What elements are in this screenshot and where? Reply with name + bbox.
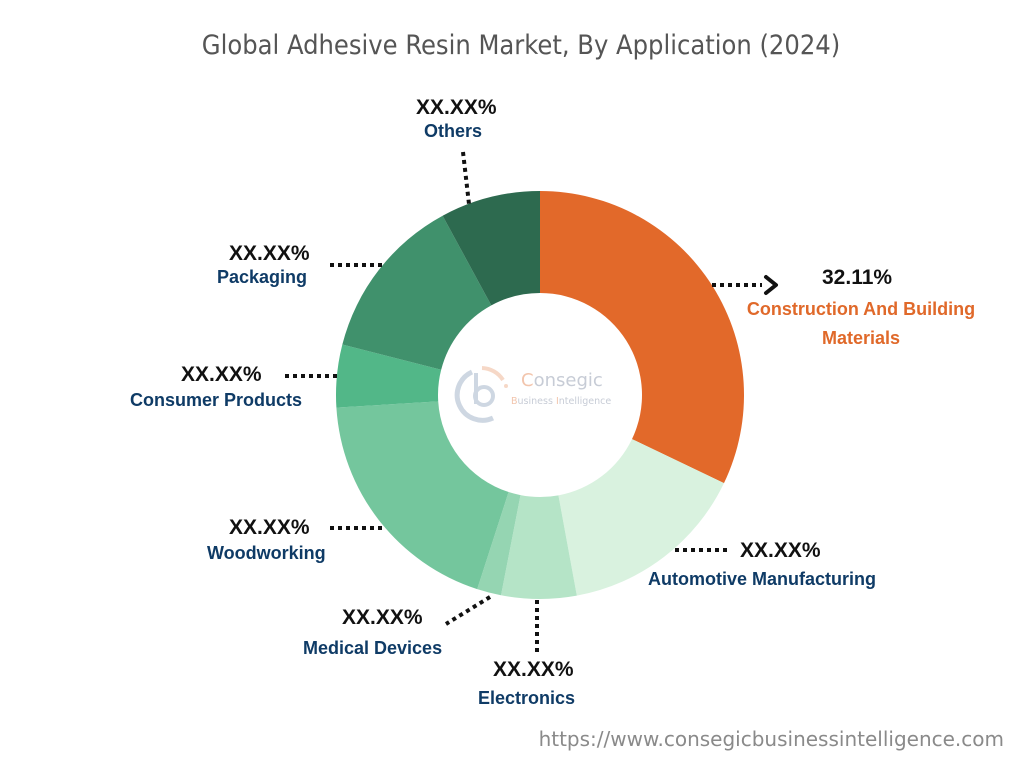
label-pct-automotive: XX.XX% xyxy=(740,539,821,562)
logo-text-ntelligence: ntelligence xyxy=(558,396,612,407)
label-name-automotive: Automotive Manufacturing xyxy=(648,569,876,589)
leader-line-others xyxy=(461,151,471,205)
label-name-packaging: Packaging xyxy=(217,267,308,287)
label-name-woodworking: Woodworking xyxy=(207,543,326,563)
slice-automotive-manufacturing xyxy=(558,439,724,596)
slice-construction-and-building-materials xyxy=(540,191,744,484)
leader-lines xyxy=(285,151,762,652)
source-url: https://www.consegicbusinessintelligence… xyxy=(538,727,1004,751)
arrow-right-icon xyxy=(764,275,778,295)
logo-letter-c: C xyxy=(521,370,534,391)
label-name-construction: Construction And Building Materials xyxy=(731,299,991,349)
label-pct-electronics: XX.XX% xyxy=(493,658,574,681)
slice-woodworking xyxy=(336,401,509,590)
label-name-electronics: Electronics xyxy=(478,688,576,708)
label-name-others: Others xyxy=(424,121,483,141)
slice-electronics xyxy=(501,495,577,599)
label-pct-packaging: XX.XX% xyxy=(229,242,310,265)
label-pct-medical: XX.XX% xyxy=(342,606,423,629)
leader-line-medical xyxy=(444,595,492,626)
label-pct-consumer: XX.XX% xyxy=(181,363,262,386)
label-name-consumer: Consumer Products xyxy=(130,390,303,410)
label-pct-woodworking: XX.XX% xyxy=(229,516,310,539)
label-pct-others: XX.XX% xyxy=(416,96,497,119)
logo-text-rest: onsegic xyxy=(533,370,603,391)
slice-packaging xyxy=(342,215,492,370)
logo-text-usiness: usiness xyxy=(517,396,556,407)
chart-title: Global Adhesive Resin Market, By Applica… xyxy=(201,30,841,61)
donut-slices xyxy=(335,191,744,599)
label-name-construction-line1: Construction And Building xyxy=(746,299,976,319)
consegic-logo-icon xyxy=(454,366,508,423)
label-name-construction-line2: Materials xyxy=(821,328,901,348)
logo-tagline: Business Intelligence xyxy=(511,396,611,407)
logo-wordmark: Consegic xyxy=(521,370,603,391)
logo-letter-i: I xyxy=(555,396,559,407)
slice-others xyxy=(442,191,540,306)
label-pct-construction: 32.11% xyxy=(822,266,893,289)
slice-consumer-products xyxy=(335,344,442,408)
logo-letter-b: B xyxy=(511,396,518,407)
label-name-medical: Medical Devices xyxy=(303,638,443,658)
slice-medical-devices xyxy=(477,492,521,596)
